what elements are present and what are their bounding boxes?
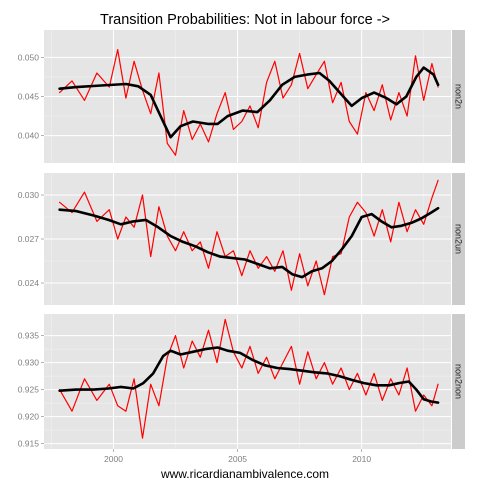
facet-strip <box>452 30 465 163</box>
y-tick-label: 0.930 <box>18 358 40 368</box>
y-tick-label: 0.920 <box>18 412 40 422</box>
y-tick-label: 0.050 <box>18 52 40 62</box>
y-tick-label: 0.030 <box>18 190 40 200</box>
series-line-smooth <box>58 346 440 404</box>
y-tick-label: 0.024 <box>18 278 40 288</box>
x-tick-label: 2005 <box>228 454 247 464</box>
facet-strip-label: non2un <box>454 224 464 254</box>
x-axis: 2000 2005 2010 <box>104 449 371 464</box>
series-line-smooth <box>58 206 440 279</box>
panels-layer: 0.040 0.045 0.050 non2n 0.024 0.027 0.030 non2u… <box>18 30 465 449</box>
panel-background <box>44 314 451 449</box>
y-tick-label: 0.027 <box>18 234 40 244</box>
y-tick-label: 0.935 <box>18 331 40 341</box>
y-tick-label: 0.915 <box>18 439 40 449</box>
x-tick-label: 2000 <box>104 454 123 464</box>
facet-strip <box>452 314 465 449</box>
chart-title: Transition Probabilities: Not in labour … <box>100 12 390 28</box>
panel-non2n: 0.040 0.045 0.050 non2n <box>18 30 465 163</box>
y-tick-label: 0.045 <box>18 92 40 102</box>
x-tick-label: 2010 <box>352 454 371 464</box>
y-tick-label: 0.925 <box>18 385 40 395</box>
series-line-smooth <box>58 66 440 139</box>
facet-strip <box>452 173 465 305</box>
series-line-raw <box>59 318 439 439</box>
chart-caption: www.ricardianambivalence.com <box>160 467 329 480</box>
panel-non2non: 0.915 0.920 0.925 0.930 0.935 non2non <box>18 314 465 449</box>
facet-strip-label: non2non <box>454 364 464 399</box>
facet-strip-label: non2n <box>454 84 464 109</box>
series-line-raw <box>59 49 439 156</box>
panel-non2un: 0.024 0.027 0.030 non2un <box>18 173 465 305</box>
y-tick-label: 0.040 <box>18 131 40 141</box>
